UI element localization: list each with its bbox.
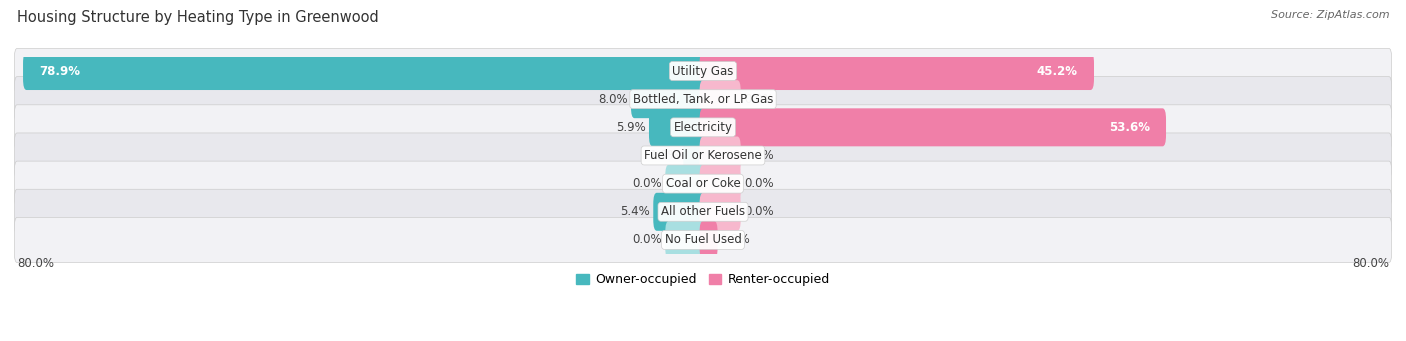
FancyBboxPatch shape bbox=[14, 48, 1392, 93]
FancyBboxPatch shape bbox=[14, 218, 1392, 263]
FancyBboxPatch shape bbox=[665, 221, 706, 259]
FancyBboxPatch shape bbox=[700, 165, 741, 203]
Text: 78.9%: 78.9% bbox=[39, 64, 80, 77]
Text: All other Fuels: All other Fuels bbox=[661, 205, 745, 218]
Text: 0.0%: 0.0% bbox=[744, 93, 773, 106]
FancyBboxPatch shape bbox=[700, 221, 717, 259]
Text: 80.0%: 80.0% bbox=[17, 257, 53, 270]
Text: 0.0%: 0.0% bbox=[744, 149, 773, 162]
FancyBboxPatch shape bbox=[14, 77, 1392, 122]
FancyBboxPatch shape bbox=[700, 80, 741, 118]
FancyBboxPatch shape bbox=[631, 80, 706, 118]
Text: 0.0%: 0.0% bbox=[744, 177, 773, 190]
Text: Housing Structure by Heating Type in Greenwood: Housing Structure by Heating Type in Gre… bbox=[17, 10, 378, 25]
Text: 0.0%: 0.0% bbox=[633, 177, 662, 190]
Text: 5.4%: 5.4% bbox=[620, 205, 650, 218]
Text: No Fuel Used: No Fuel Used bbox=[665, 234, 741, 247]
FancyBboxPatch shape bbox=[14, 189, 1392, 234]
FancyBboxPatch shape bbox=[683, 136, 706, 175]
FancyBboxPatch shape bbox=[665, 165, 706, 203]
Text: 80.0%: 80.0% bbox=[1353, 257, 1389, 270]
FancyBboxPatch shape bbox=[700, 193, 741, 231]
Text: Fuel Oil or Kerosene: Fuel Oil or Kerosene bbox=[644, 149, 762, 162]
FancyBboxPatch shape bbox=[14, 133, 1392, 178]
FancyBboxPatch shape bbox=[700, 108, 1166, 146]
FancyBboxPatch shape bbox=[22, 52, 706, 90]
Text: Utility Gas: Utility Gas bbox=[672, 64, 734, 77]
FancyBboxPatch shape bbox=[650, 108, 706, 146]
FancyBboxPatch shape bbox=[700, 136, 741, 175]
Text: Coal or Coke: Coal or Coke bbox=[665, 177, 741, 190]
Text: 45.2%: 45.2% bbox=[1036, 64, 1078, 77]
Text: 0.0%: 0.0% bbox=[633, 234, 662, 247]
FancyBboxPatch shape bbox=[14, 105, 1392, 150]
Text: 53.6%: 53.6% bbox=[1109, 121, 1150, 134]
FancyBboxPatch shape bbox=[654, 193, 706, 231]
Text: 1.9%: 1.9% bbox=[650, 149, 681, 162]
Legend: Owner-occupied, Renter-occupied: Owner-occupied, Renter-occupied bbox=[571, 268, 835, 291]
FancyBboxPatch shape bbox=[14, 161, 1392, 206]
Text: 8.0%: 8.0% bbox=[598, 93, 627, 106]
Text: 1.3%: 1.3% bbox=[721, 234, 751, 247]
Text: 5.9%: 5.9% bbox=[616, 121, 645, 134]
Text: Source: ZipAtlas.com: Source: ZipAtlas.com bbox=[1271, 10, 1389, 20]
Text: 0.0%: 0.0% bbox=[744, 205, 773, 218]
Text: Electricity: Electricity bbox=[673, 121, 733, 134]
FancyBboxPatch shape bbox=[700, 52, 1094, 90]
Text: Bottled, Tank, or LP Gas: Bottled, Tank, or LP Gas bbox=[633, 93, 773, 106]
